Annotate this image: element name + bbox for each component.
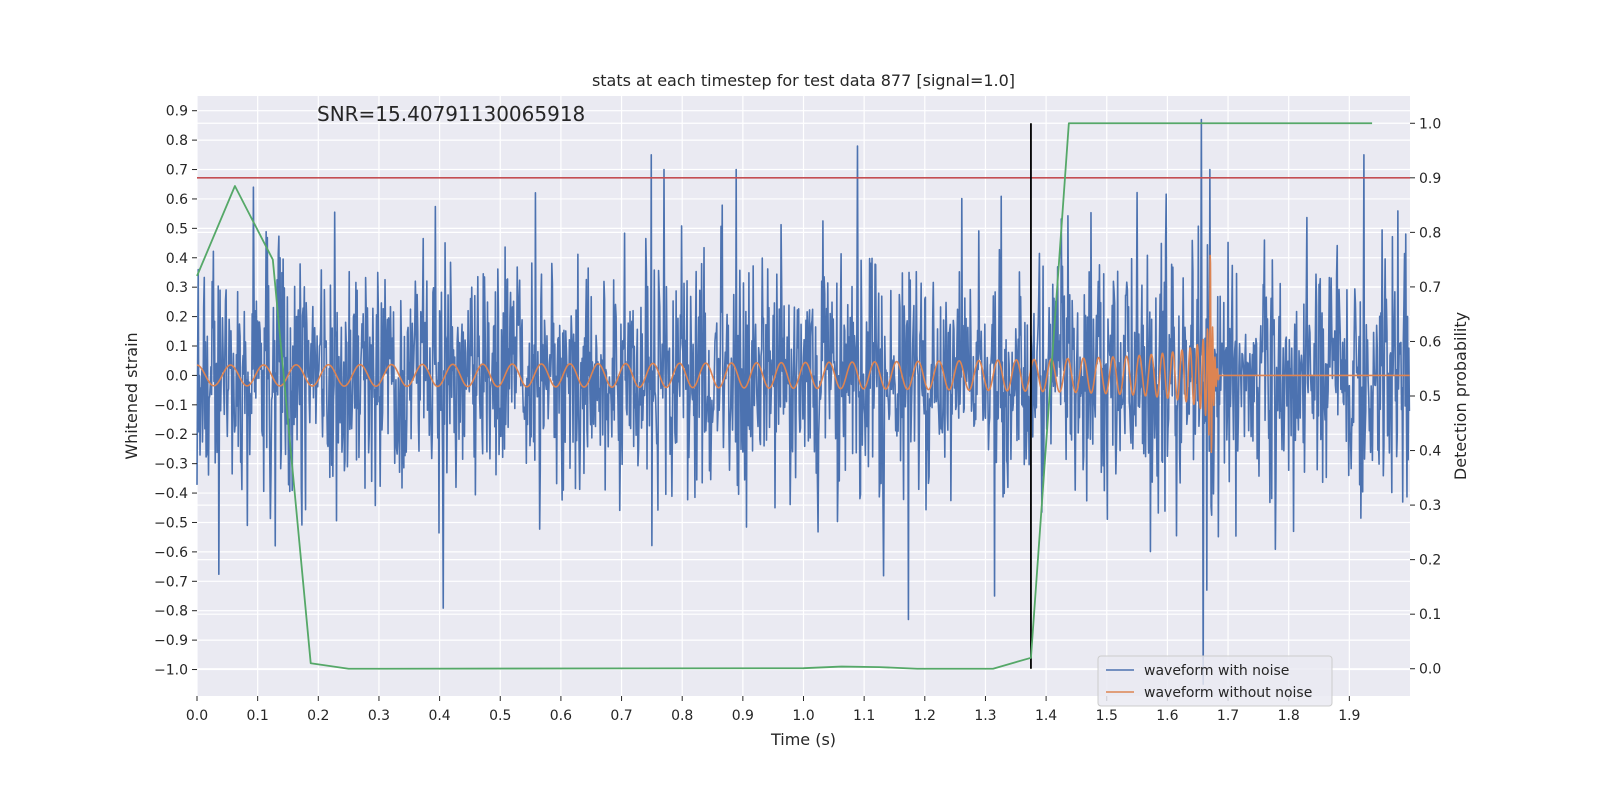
y2-tick-label: 0.2 xyxy=(1419,553,1441,569)
y-tick-label: 0.0 xyxy=(166,368,188,384)
x-tick-label: 1.7 xyxy=(1217,708,1239,724)
y-tick-label: −0.8 xyxy=(154,604,188,620)
series-waveform-without-noise xyxy=(196,254,1411,454)
y-tick-label: 0.1 xyxy=(166,339,188,355)
overlay-layer xyxy=(196,122,1410,670)
x-tick-label: 0.1 xyxy=(247,708,269,724)
y-tick-label: 0.5 xyxy=(166,221,188,237)
y-tick-label: −0.7 xyxy=(154,574,188,590)
x-tick-label: 0.7 xyxy=(610,708,632,724)
y-tick-label: 0.2 xyxy=(166,310,188,326)
y-axis-label: Whitened strain xyxy=(122,332,141,459)
x-tick-label: 1.9 xyxy=(1338,708,1360,724)
y-tick-label: −0.9 xyxy=(154,633,188,649)
y-tick-label: 0.9 xyxy=(166,104,188,120)
x-tick-label: 1.6 xyxy=(1156,708,1178,724)
x-tick-label: 1.8 xyxy=(1278,708,1300,724)
y-tick-label: −0.1 xyxy=(154,398,188,414)
y-tick-label: 0.6 xyxy=(166,192,188,208)
legend-label-with-noise: waveform with noise xyxy=(1144,663,1289,679)
series-waveform-with-noise xyxy=(196,118,1411,686)
x-tick-label: 1.5 xyxy=(1096,708,1118,724)
x-tick-label: 0.8 xyxy=(671,708,693,724)
y2-tick-label: 0.7 xyxy=(1419,280,1441,296)
y-tick-label: 0.4 xyxy=(166,251,188,267)
y2-tick-label: 1.0 xyxy=(1419,116,1441,132)
x-tick-label: 1.1 xyxy=(853,708,875,724)
x-tick-label: 0.0 xyxy=(186,708,208,724)
legend: waveform with noise waveform without noi… xyxy=(1097,655,1333,707)
x-tick-label: 0.9 xyxy=(732,708,754,724)
legend-label-without-noise: waveform without noise xyxy=(1144,685,1312,701)
y2-tick-label: 0.5 xyxy=(1419,389,1441,405)
y-tick-label: −0.5 xyxy=(154,515,188,531)
x-tick-label: 1.0 xyxy=(792,708,814,724)
y2-tick-label: 0.0 xyxy=(1419,662,1441,678)
y-tick-label: 0.7 xyxy=(166,163,188,179)
snr-annotation: SNR=15.40791130065918 xyxy=(317,102,585,126)
x-tick-label: 1.2 xyxy=(914,708,936,724)
y-tick-label: −0.3 xyxy=(154,457,188,473)
y-tick-label: −0.6 xyxy=(154,545,188,561)
y2-tick-label: 0.9 xyxy=(1419,171,1441,187)
y2-tick-label: 0.8 xyxy=(1419,225,1441,241)
x-tick-label: 0.6 xyxy=(550,708,572,724)
legend-box xyxy=(1097,655,1333,707)
x-tick-label: 0.3 xyxy=(368,708,390,724)
y-tick-label: 0.3 xyxy=(166,280,188,296)
x-tick-label: 0.4 xyxy=(428,708,450,724)
y-tick-label: −0.2 xyxy=(154,427,188,443)
axes-layer: 0.0 0.1 0.2 0.3 0.4 0.5 0.6 0.7 0.8 0.9 1.0 1.1 1.2 1… xyxy=(154,104,1441,724)
y-tick-label: 0.8 xyxy=(166,133,188,149)
y2-axis-label: Detection probability xyxy=(1451,312,1470,480)
y-tick-label: −0.4 xyxy=(154,486,188,502)
x-axis-label: Time (s) xyxy=(770,730,836,749)
detection-probability-line xyxy=(196,122,1373,670)
series-layer xyxy=(196,118,1411,686)
y2-tick-label: 0.6 xyxy=(1419,334,1441,350)
x-tick-label: 0.5 xyxy=(489,708,511,724)
y2-tick-label: 0.4 xyxy=(1419,444,1441,460)
x-tick-label: 1.3 xyxy=(974,708,996,724)
y-tick-label: −1.0 xyxy=(154,663,188,679)
y2-tick-label: 0.1 xyxy=(1419,607,1441,623)
y2-tick-label: 0.3 xyxy=(1419,498,1441,514)
x-tick-label: 1.4 xyxy=(1035,708,1057,724)
x-tick-label: 0.2 xyxy=(307,708,329,724)
chart-title: stats at each timestep for test data 877… xyxy=(592,71,1015,90)
